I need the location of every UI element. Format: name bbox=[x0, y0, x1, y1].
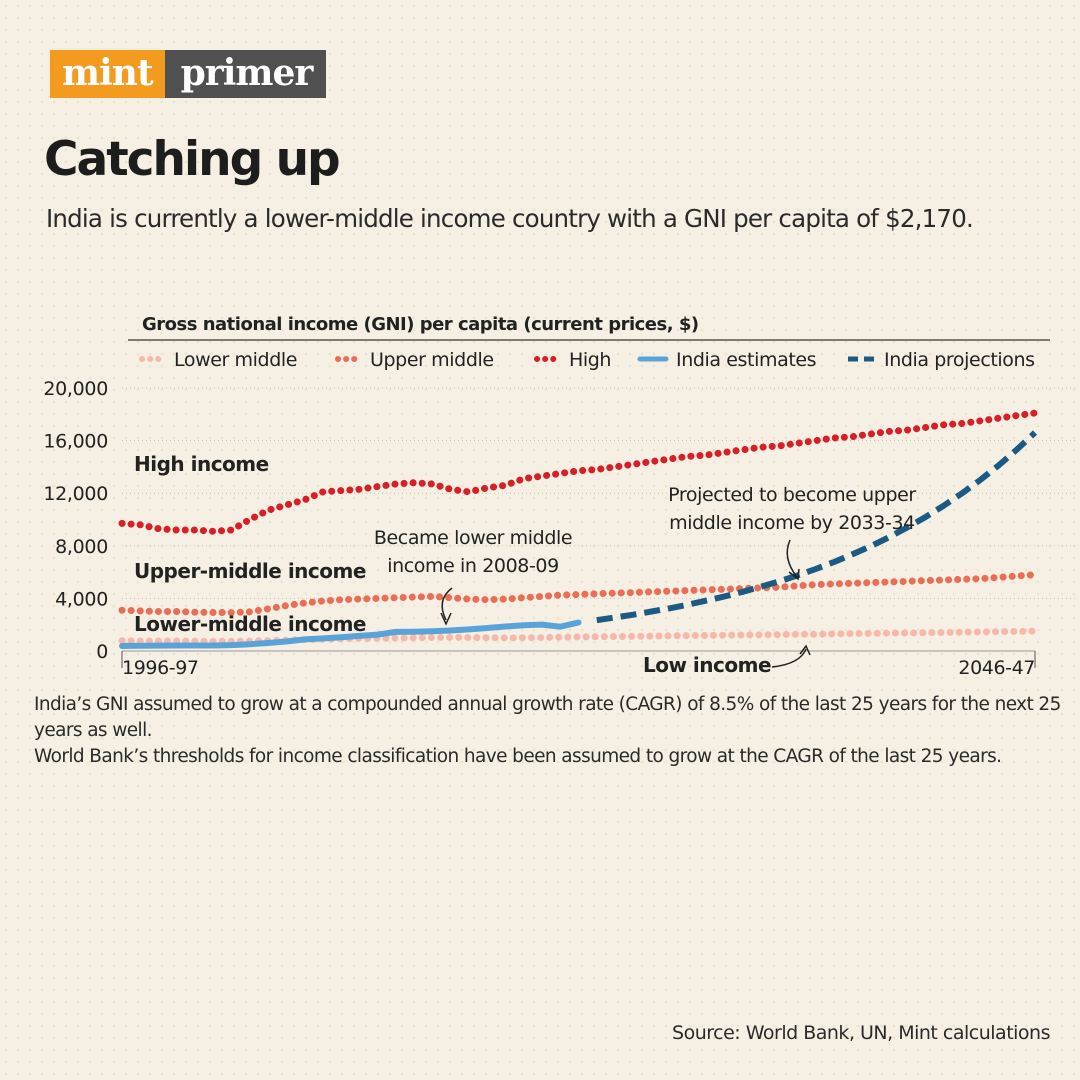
series-india-projections bbox=[596, 430, 1038, 624]
series-india-estimates bbox=[119, 619, 582, 649]
mint-primer-logo: mint primer bbox=[50, 50, 327, 98]
y-tick-label: 12,000 bbox=[43, 483, 108, 505]
annotation-low-income-arrowhead bbox=[799, 644, 811, 656]
series-upper-middle bbox=[118, 571, 1039, 617]
source-note: Source: World Bank, UN, Mint calculation… bbox=[672, 1022, 1050, 1044]
y-tick-label: 4,000 bbox=[55, 588, 108, 610]
logo-primer: primer bbox=[164, 50, 327, 98]
subhead: India is currently a lower-middle income… bbox=[46, 204, 974, 233]
x-tick-label-start: 1996-97 bbox=[122, 657, 199, 679]
logo-mint: mint bbox=[50, 50, 165, 98]
y-tick-label: 8,000 bbox=[55, 536, 108, 558]
legend-label-lower-middle: Lower middle bbox=[174, 349, 297, 371]
x-tick-label-end: 2046-47 bbox=[958, 657, 1035, 679]
legend-label-india-projections: India projections bbox=[884, 349, 1035, 371]
band-label-low-income: Low income bbox=[643, 653, 771, 677]
series-high bbox=[118, 409, 1039, 535]
annotation-upper-middle-arrow bbox=[786, 539, 798, 578]
band-label-lower-middle-income: Lower-middle income bbox=[134, 612, 366, 636]
y-tick-label: 16,000 bbox=[43, 431, 108, 453]
y-tick-label: 0 bbox=[96, 641, 108, 663]
annotation-lower-middle-line-1: Became lower middle bbox=[374, 527, 572, 549]
chart-title: Gross national income (GNI) per capita (… bbox=[142, 314, 699, 335]
annotation-low-income-arrow bbox=[771, 648, 807, 668]
legend-label-india-estimates: India estimates bbox=[676, 349, 816, 371]
band-label-high-income: High income bbox=[134, 452, 269, 476]
annotation-upper-middle-line-1: Projected to become upper bbox=[668, 484, 916, 506]
annotation-lower-middle-arrowhead bbox=[440, 612, 452, 626]
band-label-upper-middle-income: Upper-middle income bbox=[134, 559, 366, 583]
legend-label-upper-middle: Upper middle bbox=[370, 349, 494, 371]
annotation-upper-middle-arrowhead bbox=[788, 568, 800, 581]
methodology-notes: India’s GNI assumed to grow at a compoun… bbox=[34, 692, 1064, 770]
annotation-upper-middle-line-2: middle income by 2033-34 bbox=[669, 512, 915, 534]
note-1: India’s GNI assumed to grow at a compoun… bbox=[34, 694, 1061, 741]
annotation-lower-middle-line-2: income in 2008-09 bbox=[387, 555, 559, 577]
headline: Catching up bbox=[44, 132, 341, 187]
annotation-lower-middle-arrow bbox=[441, 587, 453, 621]
legend-label-high: High bbox=[569, 349, 611, 371]
y-tick-label: 20,000 bbox=[43, 378, 108, 400]
note-2: World Bank’s thresholds for income class… bbox=[34, 746, 1002, 767]
